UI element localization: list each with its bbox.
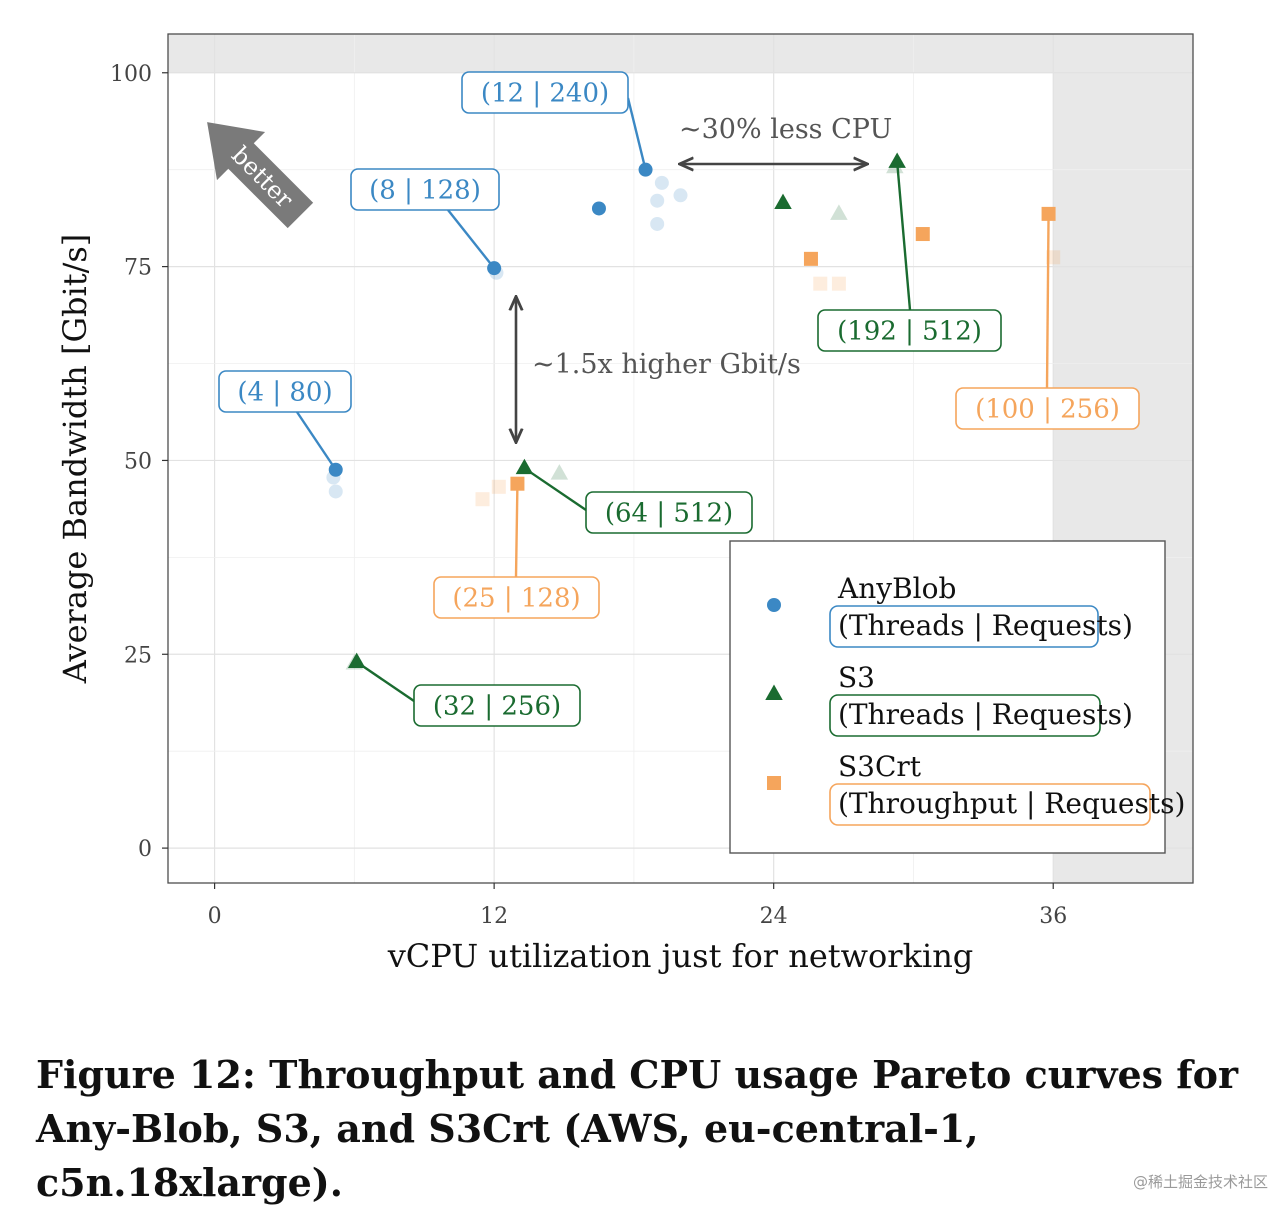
annotation-box — [218, 370, 352, 413]
faded-point — [650, 193, 665, 208]
x-tick-label: 36 — [1039, 904, 1067, 929]
annotation-label: (4 | 80) — [237, 378, 332, 408]
note-higher-bandwidth: ~1.5x higher Gbit/s — [532, 349, 801, 380]
faded-point — [673, 188, 688, 203]
annotation-box — [585, 491, 753, 534]
legend-marker — [765, 684, 783, 700]
plot-border — [167, 33, 1194, 884]
legend-series-subtitle: (Threads | Requests) — [838, 698, 1133, 731]
x-tick-label: 12 — [480, 904, 508, 929]
annotation-leader — [1045, 213, 1050, 389]
annotation-box — [413, 684, 581, 727]
data-point — [487, 261, 502, 276]
data-point — [328, 462, 343, 477]
faded-point — [654, 175, 669, 190]
annotation-leader — [626, 97, 647, 170]
data-point — [510, 476, 525, 491]
faded-point — [813, 276, 828, 291]
faded-point — [650, 216, 665, 231]
note-less-cpu: ~30% less CPU — [679, 114, 892, 145]
data-point — [591, 201, 606, 216]
legend-series-name: AnyBlob — [837, 572, 956, 605]
legend-marker — [767, 598, 781, 612]
y-tick-label: 100 — [110, 62, 152, 87]
legend-subtitle-box — [829, 694, 1101, 737]
watermark: @稀土掘金技术社区 — [1132, 1173, 1268, 1191]
y-tick-label: 0 — [138, 837, 152, 862]
faded-point — [475, 492, 490, 507]
data-point — [888, 152, 906, 168]
faded-point — [491, 479, 506, 494]
pareto-scatter-chart: 0 12 24 36 0 25 50 75 100 vCPU utilization just f… — [56, 33, 1194, 975]
legend-subtitle-box — [829, 605, 1099, 648]
better-arrow-shape — [207, 122, 314, 229]
legend-series-subtitle: (Threads | Requests) — [838, 609, 1133, 642]
annotation-label: (64 | 512) — [605, 499, 733, 529]
annotation-leader — [296, 411, 337, 471]
annotation-leader — [356, 661, 415, 702]
y-tick-label: 50 — [124, 449, 152, 474]
data-point — [515, 458, 534, 475]
legend-subtitle-box — [829, 783, 1151, 826]
x-tick-label: 0 — [208, 904, 222, 929]
faded-point — [1046, 250, 1061, 265]
annotation-label: (8 | 128) — [369, 176, 481, 206]
x-tick-label: 24 — [760, 904, 788, 929]
annotation-box — [350, 168, 500, 211]
y-tick-label: 25 — [124, 643, 152, 668]
better-arrow: better — [207, 122, 314, 229]
annotation-leader — [514, 483, 519, 578]
figure-caption: Figure 12: Throughput and CPU usage Pare… — [36, 1052, 1238, 1205]
faded-point — [831, 276, 846, 291]
annotation-label: (25 | 128) — [452, 584, 580, 614]
legend-series-name: S3Crt — [838, 750, 922, 783]
legend-series-name: S3 — [838, 661, 875, 694]
annotation-label: (32 | 256) — [433, 692, 561, 722]
data-point — [774, 193, 792, 209]
annotation-label: (12 | 240) — [481, 79, 609, 109]
annotation-box — [955, 387, 1140, 430]
annotation-label: (100 | 256) — [975, 395, 1120, 425]
x-axis-title: vCPU utilization just for networking — [387, 937, 974, 975]
y-tick-label: 75 — [124, 256, 152, 281]
annotation-leader — [447, 209, 496, 269]
annotation-box — [461, 71, 629, 114]
faded-point — [830, 204, 848, 220]
shaded-region-y — [168, 34, 1193, 73]
annotation-label: (192 | 512) — [837, 317, 982, 347]
annotation-box — [817, 309, 1002, 352]
y-axis-title: Average Bandwidth [Gbit/s] — [56, 234, 94, 685]
data-point — [803, 251, 818, 266]
faded-point — [328, 484, 343, 499]
data-point — [915, 227, 930, 242]
faded-point — [550, 464, 569, 480]
annotation-leader — [523, 467, 587, 511]
data-point — [347, 652, 366, 668]
legend-marker — [767, 776, 781, 790]
data-point — [1041, 206, 1056, 221]
data-point — [638, 162, 653, 177]
annotation-leader — [895, 161, 912, 311]
annotation-box — [433, 576, 600, 619]
legend-series-subtitle: (Throughput | Requests) — [838, 787, 1185, 820]
